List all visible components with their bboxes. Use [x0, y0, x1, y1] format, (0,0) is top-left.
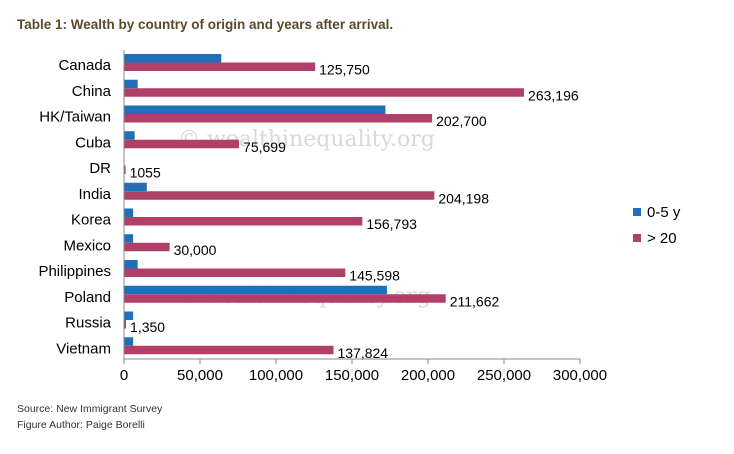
data-label-hk-taiwan: 202,700 [436, 113, 487, 129]
x-tick-label: 200,000 [401, 367, 455, 384]
x-tick-label: 250,000 [477, 367, 531, 384]
data-label-russia: 1,350 [130, 319, 165, 335]
category-label-india: India [78, 186, 111, 203]
legend-label-0: 0-5 y [647, 204, 681, 221]
category-label-russia: Russia [65, 315, 112, 332]
data-label-india: 204,198 [438, 190, 489, 206]
bar-recent-canada [124, 54, 222, 63]
data-label-vietnam: 137,824 [337, 345, 388, 361]
author-note: Figure Author: Paige Borelli [17, 419, 145, 431]
category-label-korea: Korea [71, 212, 112, 229]
data-label-dr: 1055 [130, 165, 161, 181]
bar-recent-russia [124, 311, 134, 320]
bar-recent-korea [124, 208, 134, 217]
category-label-poland: Poland [64, 289, 111, 306]
bar-long-mexico [124, 242, 170, 252]
chart-title: Table 1: Wealth by country of origin and… [17, 17, 394, 32]
category-label-mexico: Mexico [63, 237, 111, 254]
x-tick-label: 50,000 [177, 367, 223, 384]
bar-long-philippines [124, 268, 346, 277]
bar-recent-poland [124, 285, 387, 295]
category-label-dr: DR [89, 160, 111, 177]
source-note: Source: New Immigrant Survey [17, 403, 163, 415]
data-label-philippines: 145,598 [349, 268, 400, 284]
x-tick-label: 100,000 [249, 367, 303, 384]
bar-long-cuba [124, 139, 240, 149]
bar-recent-india [124, 182, 147, 192]
bar-recent-mexico [124, 234, 134, 243]
data-label-korea: 156,793 [366, 216, 417, 232]
data-label-canada: 125,750 [319, 62, 370, 78]
x-tick-label: 150,000 [325, 367, 379, 384]
bar-recent-cuba [124, 131, 135, 140]
category-label-philippines: Philippines [38, 263, 111, 280]
category-label-china: China [72, 83, 112, 100]
bar-recent-philippines [124, 260, 138, 269]
legend-swatch-0 [633, 208, 641, 216]
bar-long-vietnam [124, 345, 334, 355]
bar-long-poland [124, 294, 446, 303]
data-label-mexico: 30,000 [174, 242, 217, 258]
bar-recent-vietnam [124, 337, 134, 346]
data-label-cuba: 75,699 [243, 139, 286, 155]
category-label-cuba: Cuba [75, 134, 112, 151]
data-label-poland: 211,662 [450, 293, 500, 309]
category-label-vietnam: Vietnam [56, 340, 111, 357]
bar-long-india [124, 191, 435, 200]
legend-label-1: > 20 [647, 230, 677, 247]
bar-long-china [124, 88, 525, 97]
x-tick-label: 0 [120, 367, 128, 384]
x-tick-label: 300,000 [553, 367, 607, 384]
data-label-china: 263,196 [528, 87, 579, 103]
legend-swatch-1 [633, 234, 641, 242]
bar-long-hk-taiwan [124, 114, 433, 123]
bar-long-dr [124, 165, 126, 174]
bar-recent-china [124, 79, 138, 89]
category-label-hk-taiwan: HK/Taiwan [39, 109, 111, 126]
bar-long-russia [124, 320, 127, 329]
category-label-canada: Canada [58, 57, 111, 74]
bar-chart: © wealthinequality.org © wealthinequalit… [38, 50, 681, 384]
bar-long-korea [124, 217, 363, 226]
bar-long-canada [124, 62, 316, 71]
bar-recent-hk-taiwan [124, 105, 386, 114]
